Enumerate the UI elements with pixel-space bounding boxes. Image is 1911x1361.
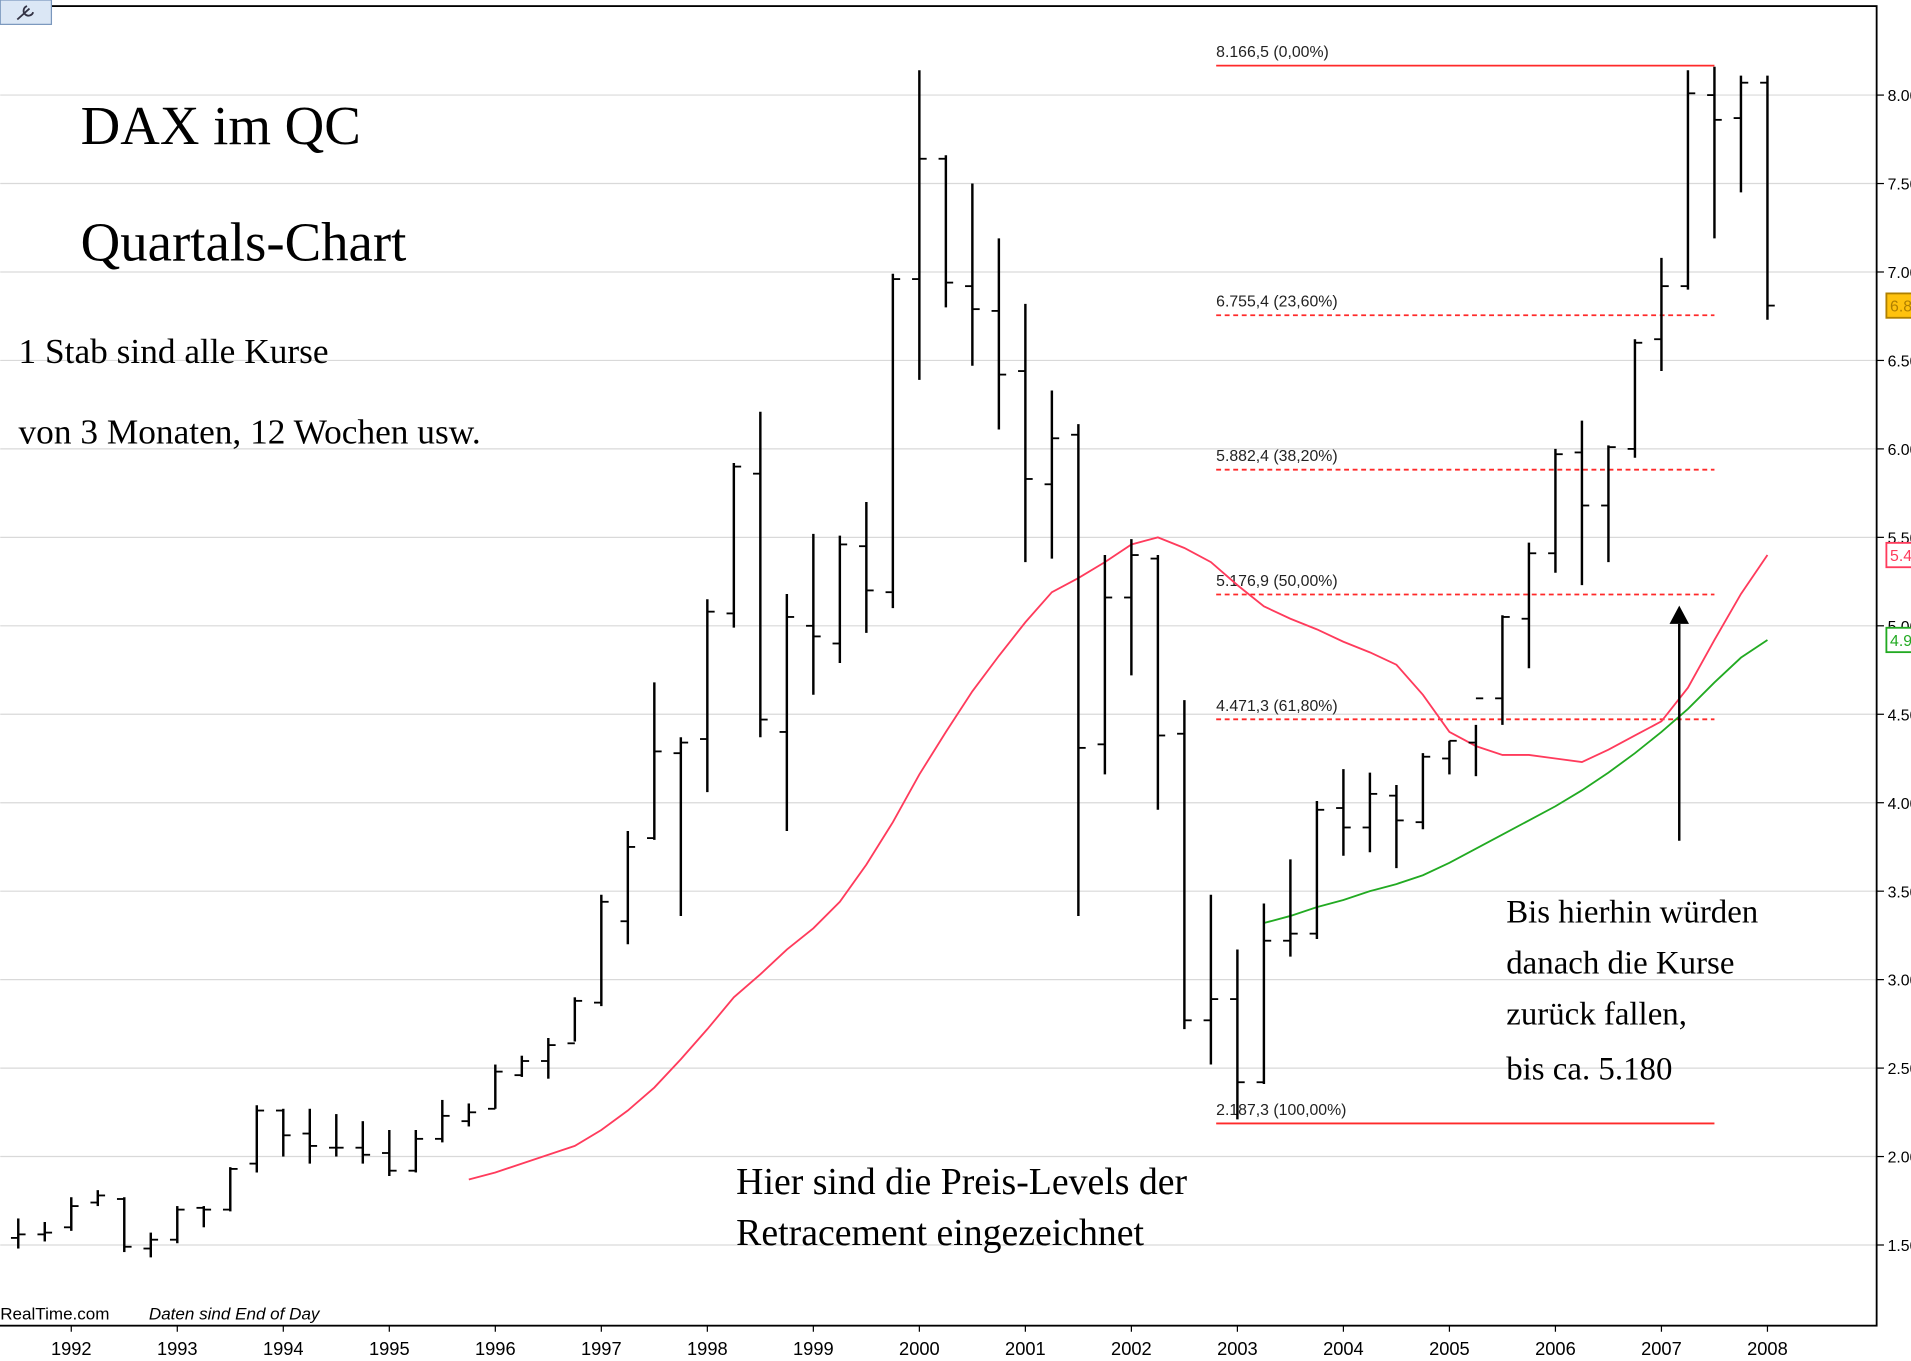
moving-average (468, 536, 1769, 1181)
note: Retracement eingezeichnet (736, 1212, 1144, 1254)
level-label: 4.471,3 (61,80%) (1216, 698, 1337, 715)
level-label: 5.882,4 (38,20%) (1216, 448, 1337, 465)
x-tick-label: 1997 (581, 1338, 622, 1359)
plot: 1.5002.0002.5003.0003.5004.0004.5005.000… (10, 44, 1911, 1359)
x-tick-label: 1998 (687, 1338, 728, 1359)
note: Hier sind die Preis-Levels der (736, 1161, 1187, 1203)
moving-average (1263, 639, 1768, 924)
y-tick-label: 8.000 (1888, 88, 1911, 105)
y-tick-label: 7.500 (1888, 177, 1911, 194)
note: Bis hierhin würden (1506, 894, 1758, 930)
x-tick-label: 2006 (1535, 1338, 1576, 1359)
x-tick-label: 2004 (1323, 1338, 1364, 1359)
x-tick-label: 2003 (1217, 1338, 1258, 1359)
note: bis ca. 5.180 (1506, 1052, 1672, 1088)
y-tick-label: 3.500 (1888, 884, 1911, 901)
note: danach die Kurse (1506, 946, 1734, 982)
x-tick-label: 2008 (1747, 1338, 1788, 1359)
y-tick-label: 6.500 (1888, 354, 1911, 371)
grid (0, 94, 1877, 1246)
y-tick-label: 3.000 (1888, 973, 1911, 990)
source-note: Daten sind End of Day (149, 1305, 321, 1324)
x-tick-label: 2002 (1111, 1338, 1152, 1359)
price-tag-label: 6.810 (1890, 299, 1911, 316)
level-label: 8.166,5 (0,00%) (1216, 44, 1329, 61)
y-tick-label: 4.000 (1888, 796, 1911, 813)
y-tick-label: 4.500 (1888, 707, 1911, 724)
note: 1 Stab sind alle Kurse (19, 332, 329, 371)
source: RealTime.com (0, 1305, 109, 1324)
x-tick-label: 1992 (51, 1338, 92, 1359)
chart-title: DAX im QC (81, 95, 361, 156)
y-tick-label: 1.500 (1888, 1238, 1911, 1255)
y-tick-label: 7.000 (1888, 265, 1911, 282)
price-tag-label: 5.400 (1890, 548, 1911, 565)
note: von 3 Monaten, 12 Wochen usw. (19, 413, 481, 452)
x-tick-label: 2007 (1641, 1338, 1682, 1359)
x-tick-label: 1993 (157, 1338, 198, 1359)
level-label: 2.187,3 (100,00%) (1216, 1102, 1346, 1119)
x-tick-label: 1995 (369, 1338, 410, 1359)
x-tick-label: 1999 (793, 1338, 834, 1359)
x-tick-label: 2001 (1005, 1338, 1046, 1359)
wrench-icon (16, 5, 35, 21)
note: zurück fallen, (1506, 997, 1687, 1033)
x-tick-label: 2005 (1429, 1338, 1470, 1359)
level-label: 6.755,4 (23,60%) (1216, 294, 1337, 311)
y-tick-label: 2.500 (1888, 1061, 1911, 1078)
y-tick-label: 6.000 (1888, 442, 1911, 459)
price-tag-label: 4.920 (1890, 633, 1911, 650)
x-tick-label: 1996 (475, 1338, 516, 1359)
level-label: 5.176,9 (50,00%) (1216, 573, 1337, 590)
chart-subtitle: Quartals-Chart (81, 212, 407, 273)
x-tick-label: 1994 (263, 1338, 304, 1359)
plot-frame (0, 5, 1878, 1327)
arrow-head (1669, 605, 1690, 624)
y-tick-label: 2.000 (1888, 1150, 1911, 1167)
x-tick-label: 2000 (899, 1338, 940, 1359)
